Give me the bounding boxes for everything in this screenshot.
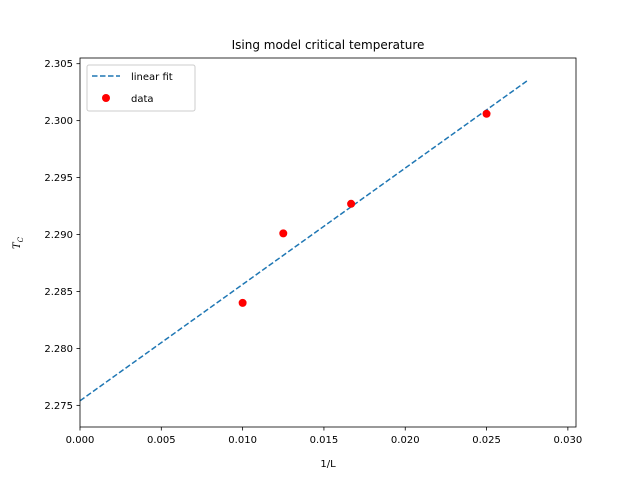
data-point (238, 298, 247, 307)
y-tick-label: 2.305 (44, 59, 73, 70)
plot-area (79, 80, 528, 402)
legend-box (86, 64, 196, 112)
y-axis-label: TC (12, 236, 25, 249)
y-tick-label: 2.275 (44, 401, 73, 412)
x-axis-label: 1/L (320, 459, 336, 470)
legend-swatch-data (102, 94, 110, 102)
x-tick-label: 0.025 (472, 435, 501, 446)
x-tick-label: 0.000 (66, 435, 95, 446)
chart-title: Ising model critical temperature (232, 38, 425, 52)
y-tick-label: 2.295 (44, 173, 73, 184)
data-point (482, 109, 491, 118)
x-axis-ticks: 0.000 0.005 0.010 0.015 0.020 0.025 0.030 (66, 427, 583, 446)
x-tick-label: 0.030 (554, 435, 583, 446)
y-axis-ticks: 2.275 2.280 2.285 2.290 2.295 2.300 2.305 (44, 59, 80, 412)
x-tick-label: 0.020 (391, 435, 420, 446)
y-axis-label-sub: C (17, 236, 25, 242)
legend-label-data: data (131, 94, 154, 105)
y-tick-label: 2.290 (44, 230, 73, 241)
x-tick-label: 0.005 (147, 435, 176, 446)
y-tick-label: 2.300 (44, 116, 73, 127)
legend-label-linear-fit: linear fit (131, 72, 173, 83)
y-tick-label: 2.285 (44, 287, 73, 298)
linear-fit-line (79, 80, 528, 402)
legend: linear fit data (86, 64, 196, 112)
data-point (347, 199, 356, 208)
data-point (279, 229, 288, 238)
y-tick-label: 2.280 (44, 344, 73, 355)
axes-frame (79, 57, 577, 428)
x-tick-label: 0.015 (310, 435, 339, 446)
y-axis-label-main: T (12, 241, 23, 249)
x-tick-label: 0.010 (228, 435, 257, 446)
